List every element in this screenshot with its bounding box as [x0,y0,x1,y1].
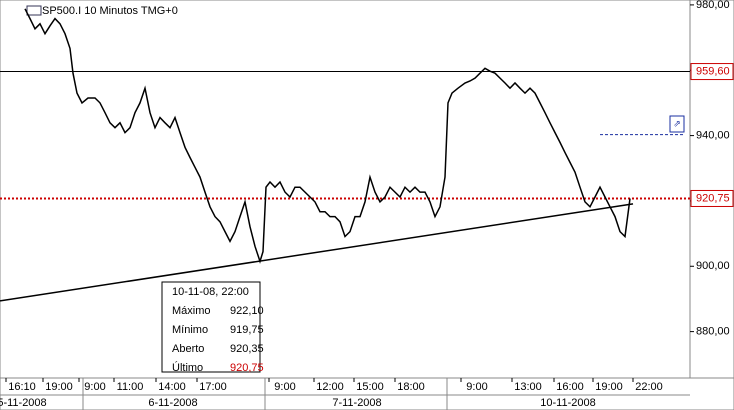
info-label: Último [172,361,203,374]
price-label: 959,60 [696,65,730,77]
date-label: 10-11-2008 [540,397,595,409]
info-value: 922,10 [230,305,264,317]
y-tick-label: 980,00 [696,0,730,11]
y-tick-label: 940,00 [696,129,730,141]
chart-title: SP500.I 10 Minutos TMG+0 [42,5,178,17]
x-tick-label: 19:00 [45,381,73,393]
x-tick-label: 16:00 [556,381,584,393]
y-tick-label: 900,00 [696,260,730,272]
alert-icon[interactable] [669,115,685,133]
x-tick-label: 9:00 [274,381,295,393]
symbol-icon [26,5,42,16]
info-value: 920,75 [230,362,264,374]
info-box [161,281,261,373]
info-label: Mínimo [172,324,208,336]
x-tick-label: 9:00 [84,381,105,393]
price-line-series [24,8,631,264]
price-label: 920,75 [696,192,730,204]
x-tick-label: 19:00 [595,381,623,393]
price-label-box [690,63,734,81]
x-tick-label: 15:00 [356,381,384,393]
info-title: 10-11-08, 22:00 [172,286,249,298]
info-value: 920,35 [230,343,264,355]
price-label-box [690,189,734,207]
info-label: Aberto [172,343,204,355]
date-label: 6-11-2008 [148,397,197,409]
alert-icon-glyph[interactable]: ⇗ [673,118,681,128]
info-label: Máximo [172,305,211,317]
x-tick-label: 12:00 [316,381,344,393]
x-tick-label: 11:00 [117,381,144,393]
x-tick-label: 22:00 [635,381,663,393]
x-tick-label: 9:00 [466,381,487,393]
x-tick-label: 16:10 [8,381,36,393]
x-tick-label: 17:00 [199,381,227,393]
info-value: 919,75 [230,324,264,336]
date-label: 5-11-2008 [0,397,47,409]
y-tick-label: 880,00 [696,326,730,338]
x-tick-label: 14:00 [158,381,186,393]
trendline [0,203,634,302]
x-tick-label: 18:00 [397,381,425,393]
x-tick-label: 13:00 [514,381,542,393]
date-label: 7-11-2008 [332,397,381,409]
